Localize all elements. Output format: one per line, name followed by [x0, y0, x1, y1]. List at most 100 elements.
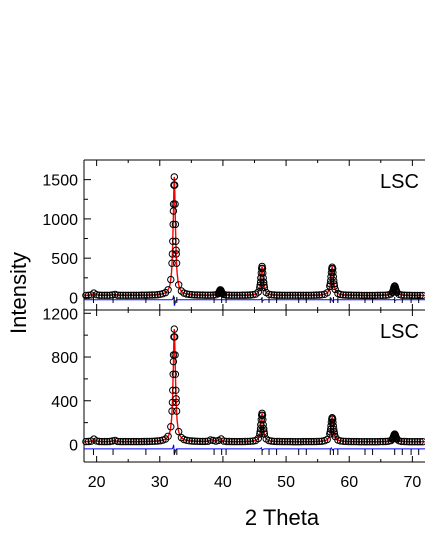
top-panel: 0 500 1000 1500 LSC: [42, 159, 425, 311]
observed-point: [259, 269, 267, 277]
y-tick-label: 1000: [42, 212, 78, 229]
observed-point: [196, 291, 204, 299]
observed-point: [153, 437, 162, 445]
observed-point: [169, 237, 177, 246]
observed-point: [164, 432, 172, 440]
observed-point: [400, 291, 408, 299]
observed-point: [270, 437, 278, 446]
observed-point: [413, 291, 422, 300]
x-tick-label: 50: [277, 474, 295, 491]
panel-label: LSC: [380, 171, 419, 193]
observed-point: [323, 289, 331, 297]
observed-point: [129, 291, 138, 299]
observed-point: [233, 291, 241, 299]
observed-point: [371, 438, 379, 446]
observed-point: [312, 291, 321, 299]
observed-point: [330, 282, 339, 290]
observed-point: [222, 437, 231, 446]
y-tick-label: 1200: [42, 306, 78, 323]
observed-point: [344, 291, 353, 299]
observed-point: [411, 291, 419, 300]
y-tick-label: 400: [51, 394, 78, 411]
observed-point: [283, 437, 292, 446]
observed-point: [196, 437, 204, 446]
observed-point: [188, 291, 196, 299]
observed-point: [172, 237, 180, 246]
observed-point: [286, 437, 294, 446]
observed-point: [302, 437, 310, 446]
calculated-curve: [84, 176, 425, 297]
observed-point: [254, 434, 262, 443]
observed-point: [132, 291, 141, 299]
observed-point: [114, 291, 122, 299]
observed-points: [82, 173, 425, 300]
observed-point: [363, 291, 371, 300]
observed-point: [355, 438, 363, 446]
observed-point: [297, 291, 305, 299]
observed-point: [171, 220, 180, 229]
observed-point: [330, 280, 338, 288]
observed-point: [185, 290, 194, 299]
observed-point: [330, 430, 339, 438]
observed-point: [310, 291, 318, 299]
observed-point: [172, 386, 180, 394]
observed-point: [106, 291, 114, 299]
observed-points: [82, 325, 425, 446]
observed-point: [169, 207, 178, 215]
observed-point: [294, 291, 302, 299]
observed-point: [329, 273, 337, 281]
observed-point: [259, 425, 268, 433]
observed-point: [283, 291, 292, 299]
observed-point: [419, 291, 425, 300]
observed-point: [254, 288, 262, 296]
observed-point: [241, 291, 249, 299]
observed-point: [119, 437, 127, 446]
y-tick-label: 500: [51, 251, 78, 268]
observed-point: [273, 437, 281, 446]
observed-point: [190, 437, 199, 445]
observed-point: [360, 291, 369, 300]
observed-point: [230, 291, 239, 299]
observed-point: [206, 436, 215, 444]
observed-point: [153, 291, 162, 299]
observed-point: [171, 333, 179, 341]
observed-point: [328, 415, 337, 423]
observed-point: [204, 291, 212, 299]
observed-point: [281, 437, 289, 446]
observed-point: [330, 425, 338, 433]
observed-point: [164, 286, 172, 294]
observed-point: [127, 291, 135, 299]
observed-point: [129, 437, 138, 446]
observed-point: [201, 291, 209, 299]
observed-point: [172, 250, 180, 258]
observed-point: [148, 291, 156, 299]
x-axis-label: 2 Theta: [245, 505, 320, 530]
observed-point: [358, 438, 366, 446]
observed-point: [106, 437, 114, 446]
observed-point: [267, 437, 276, 445]
observed-point: [185, 437, 194, 445]
observed-point: [108, 291, 117, 299]
observed-point: [241, 437, 249, 446]
observed-point: [168, 407, 176, 415]
observed-point: [310, 437, 318, 446]
observed-point: [408, 291, 416, 300]
observed-point: [183, 436, 191, 444]
observed-point: [168, 250, 177, 258]
observed-point: [135, 437, 143, 446]
observed-point: [270, 291, 278, 299]
observed-point: [376, 437, 384, 446]
observed-point: [267, 291, 276, 299]
observed-point: [137, 437, 146, 446]
observed-point: [403, 437, 411, 446]
observed-point: [124, 291, 133, 299]
observed-point: [116, 291, 125, 299]
observed-point: [244, 291, 252, 299]
observed-point: [405, 291, 414, 299]
observed-point: [408, 438, 416, 446]
observed-point: [244, 437, 252, 446]
observed-point: [172, 398, 180, 407]
observed-point: [342, 291, 350, 299]
panel-label: LSC: [380, 321, 419, 343]
